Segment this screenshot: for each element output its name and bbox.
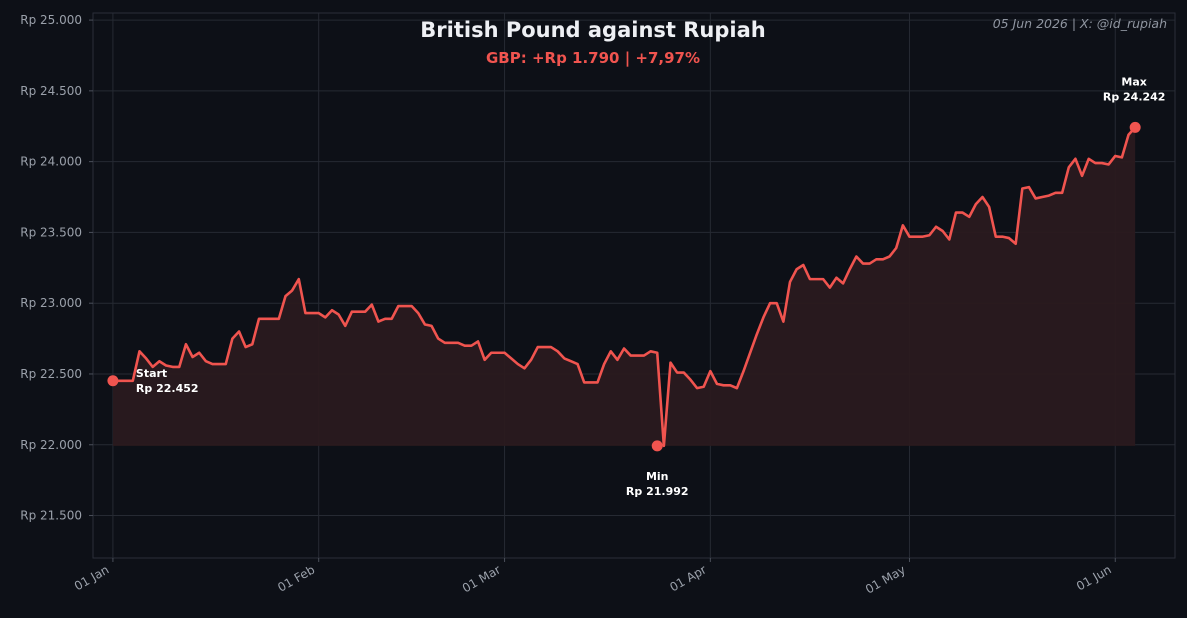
min-annotation-value: Rp 21.992: [626, 485, 689, 498]
start-annotation-value: Rp 22.452: [136, 382, 199, 395]
start-annotation-label: Start: [136, 367, 167, 380]
chart-subtitle: GBP: +Rp 1.790 | +7,97%: [486, 49, 700, 68]
max-annotation-value: Rp 24.242: [1103, 90, 1166, 103]
annotations: Start Rp 22.452 Min Rp 21.992 Max Rp 24.…: [136, 75, 1166, 498]
min-marker: [651, 440, 663, 452]
area-fill: [112, 127, 1136, 446]
y-tick-label: Rp 23.500: [20, 225, 82, 239]
price-line-layer: [111, 126, 1137, 448]
y-tick-label: Rp 25.000: [20, 13, 82, 27]
chart-title: British Pound against Rupiah: [420, 18, 765, 42]
y-tick-label: Rp 22.500: [20, 367, 82, 381]
series-line: [111, 126, 1137, 448]
start-marker: [107, 375, 119, 387]
y-tick-label: Rp 21.500: [20, 509, 82, 523]
area-fill-layer: [112, 127, 1136, 446]
y-tick-label: Rp 24.500: [20, 84, 82, 98]
y-axis: Rp 21.500 Rp 22.000 Rp 22.500 Rp 23.000 Rp 2…: [20, 13, 93, 523]
y-tick-label: Rp 22.000: [20, 438, 82, 452]
plot-area-border: [92, 12, 1176, 559]
markers: [107, 121, 1141, 452]
y-tick-label: Rp 23.000: [20, 296, 82, 310]
date-credit: 05 Jun 2026 | X: @id_rupiah: [993, 16, 1167, 31]
max-marker: [1129, 121, 1141, 133]
min-annotation-label: Min: [646, 470, 669, 483]
y-tick-label: Rp 24.000: [20, 155, 82, 169]
max-annotation-label: Max: [1121, 75, 1146, 88]
